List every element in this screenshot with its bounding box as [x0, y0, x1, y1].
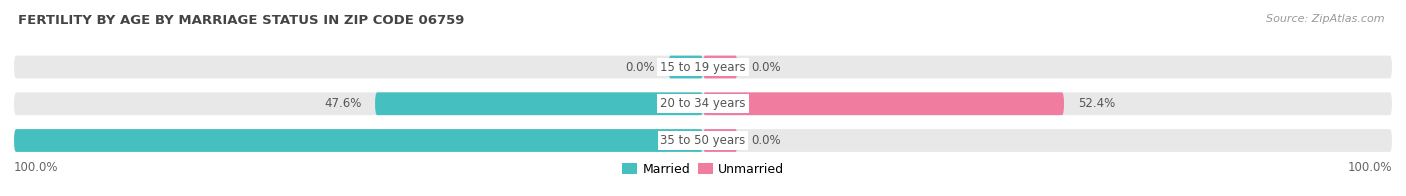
- FancyBboxPatch shape: [14, 56, 1392, 78]
- FancyBboxPatch shape: [375, 92, 703, 115]
- FancyBboxPatch shape: [14, 129, 703, 152]
- Text: 0.0%: 0.0%: [751, 61, 780, 74]
- FancyBboxPatch shape: [14, 92, 1392, 115]
- Text: 47.6%: 47.6%: [323, 97, 361, 110]
- Text: Source: ZipAtlas.com: Source: ZipAtlas.com: [1267, 14, 1385, 24]
- Text: FERTILITY BY AGE BY MARRIAGE STATUS IN ZIP CODE 06759: FERTILITY BY AGE BY MARRIAGE STATUS IN Z…: [18, 14, 464, 27]
- FancyBboxPatch shape: [703, 129, 738, 152]
- Text: 52.4%: 52.4%: [1078, 97, 1115, 110]
- FancyBboxPatch shape: [14, 129, 1392, 152]
- Text: 20 to 34 years: 20 to 34 years: [661, 97, 745, 110]
- FancyBboxPatch shape: [703, 92, 1064, 115]
- FancyBboxPatch shape: [669, 56, 703, 78]
- Text: 100.0%: 100.0%: [14, 162, 59, 174]
- Legend: Married, Unmarried: Married, Unmarried: [623, 163, 783, 176]
- FancyBboxPatch shape: [703, 56, 738, 78]
- Text: 15 to 19 years: 15 to 19 years: [661, 61, 745, 74]
- Text: 35 to 50 years: 35 to 50 years: [661, 134, 745, 147]
- Text: 100.0%: 100.0%: [1347, 162, 1392, 174]
- Text: 0.0%: 0.0%: [751, 134, 780, 147]
- Text: 0.0%: 0.0%: [626, 61, 655, 74]
